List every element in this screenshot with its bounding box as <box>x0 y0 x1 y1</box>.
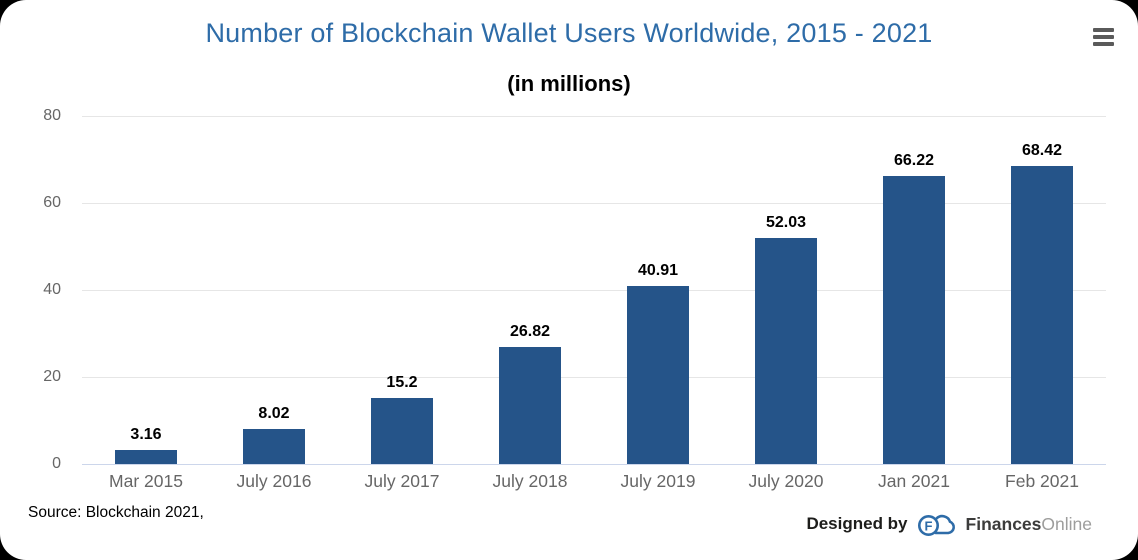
gridline <box>82 203 1106 204</box>
designed-by-brand-link[interactable]: Designed by F FinancesOnline <box>806 510 1092 538</box>
bar-column: 40.91 July 2019 <box>594 116 722 491</box>
bar[interactable] <box>243 429 305 464</box>
bar-column: 66.22 Jan 2021 <box>850 116 978 491</box>
y-tick-label: 0 <box>52 455 61 472</box>
bar-value-label: 40.91 <box>637 262 679 280</box>
chart-title: Number of Blockchain Wallet Users Worldw… <box>205 18 933 48</box>
bar[interactable] <box>115 450 177 464</box>
x-tick-label: Jan 2021 <box>877 471 950 491</box>
hamburger-menu-icon <box>1092 42 1114 46</box>
bar[interactable] <box>1011 166 1073 464</box>
bar-value-label: 52.03 <box>765 213 807 231</box>
hamburger-menu-icon <box>1092 28 1114 32</box>
bar[interactable] <box>371 397 433 464</box>
bar[interactable] <box>755 237 817 464</box>
x-tick-label: July 2018 <box>492 471 568 491</box>
gridline <box>82 377 1106 378</box>
brand-name: FinancesOnline <box>966 514 1092 535</box>
source-note: Source: Blockchain 2021, <box>28 504 204 521</box>
x-tick-label: July 2016 <box>236 471 312 491</box>
financesonline-cloud-logo-icon: F <box>917 510 957 538</box>
bar-value-label: 26.82 <box>509 323 551 341</box>
x-tick-label: July 2017 <box>364 471 440 491</box>
bar-column: 3.16 Mar 2015 <box>82 116 210 491</box>
x-axis-line <box>82 464 1106 465</box>
bar-column: 15.2 July 2017 <box>338 116 466 491</box>
y-tick-label: 40 <box>43 281 61 298</box>
bar[interactable] <box>499 347 561 464</box>
bar-column: 52.03 July 2020 <box>722 116 850 491</box>
chart-subtitle: (in millions) <box>507 71 631 96</box>
bar-column: 8.02 July 2016 <box>210 116 338 491</box>
bar-value-label: 66.22 <box>893 151 935 169</box>
x-tick-label: July 2020 <box>748 471 824 491</box>
x-tick-label: Feb 2021 <box>1005 471 1079 491</box>
gridline <box>82 116 1106 117</box>
y-tick-label: 80 <box>43 107 61 124</box>
y-tick-label: 20 <box>43 368 61 385</box>
bar-value-label: 15.2 <box>386 373 418 391</box>
y-tick-label: 60 <box>43 194 61 211</box>
hamburger-menu-icon <box>1092 35 1114 39</box>
bar-value-label: 3.16 <box>130 426 162 444</box>
plot-area: 0 20 40 60 80 3.16 Mar 2015 8.02 July 2016 15.2 Ju… <box>43 107 1106 491</box>
gridline <box>82 290 1106 291</box>
bar-column: 68.42 Feb 2021 <box>978 116 1106 491</box>
brand-name-online: Online <box>1041 513 1092 534</box>
bar-column: 26.82 July 2018 <box>466 116 594 491</box>
bar[interactable] <box>883 175 945 464</box>
designed-by-label: Designed by <box>806 514 908 533</box>
x-tick-label: July 2019 <box>620 471 696 491</box>
svg-text:F: F <box>924 519 932 534</box>
bar[interactable] <box>627 286 689 464</box>
chart-context-menu-button[interactable] <box>1090 26 1116 48</box>
bar-value-label: 8.02 <box>258 405 290 423</box>
bar-value-label: 68.42 <box>1021 142 1063 160</box>
x-tick-label: Mar 2015 <box>109 471 183 491</box>
brand-name-finances: Finances <box>965 513 1042 534</box>
